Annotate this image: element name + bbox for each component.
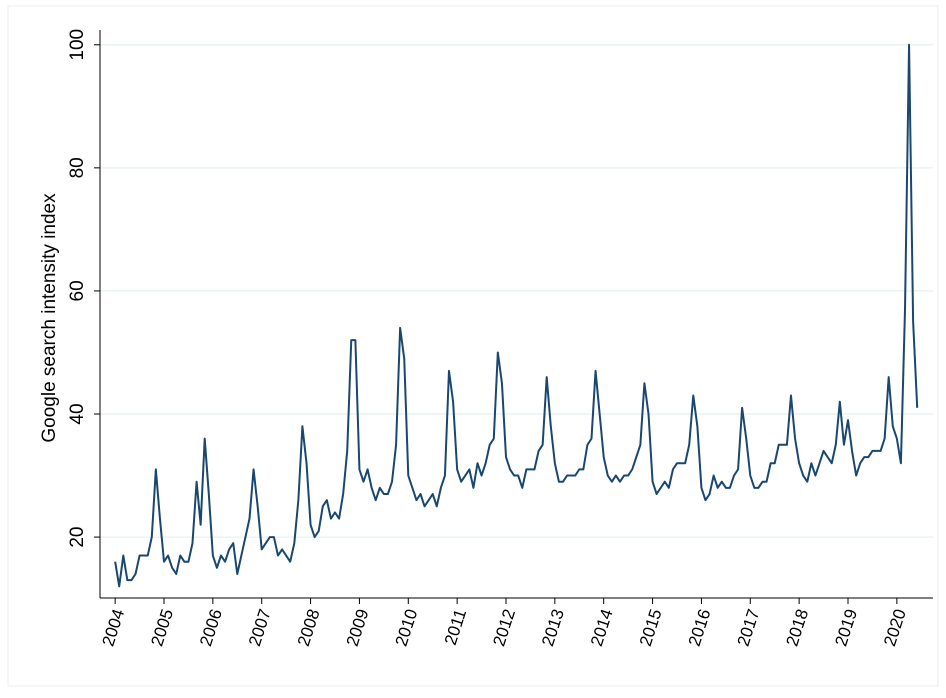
y-tick-label: 60 bbox=[67, 280, 88, 301]
frame bbox=[7, 5, 939, 687]
y-tick-label: 100 bbox=[67, 29, 88, 61]
y-tick-label: 40 bbox=[67, 403, 88, 424]
y-tick-label: 20 bbox=[67, 527, 88, 548]
line-series bbox=[114, 43, 919, 588]
y-axis-label: Google search intensity index bbox=[39, 193, 60, 443]
y-tick-label: 80 bbox=[67, 157, 88, 178]
